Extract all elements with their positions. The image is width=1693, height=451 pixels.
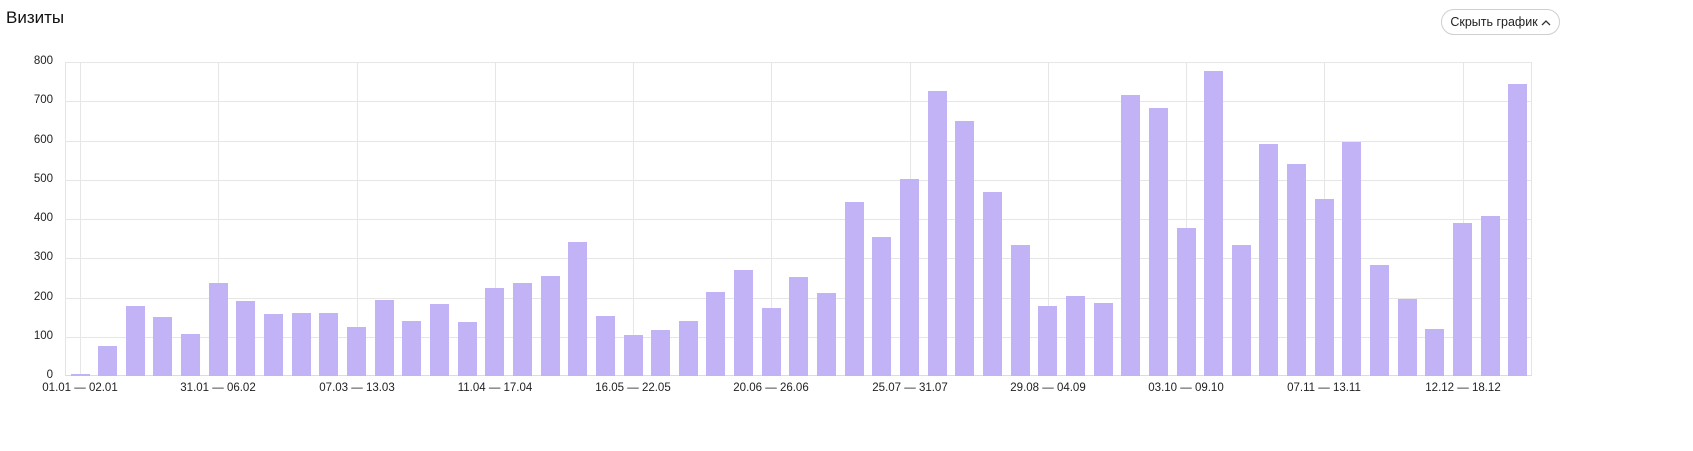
v-gridline <box>80 62 81 376</box>
chart-bar[interactable] <box>1342 142 1361 376</box>
chart-bar[interactable] <box>513 283 532 376</box>
v-gridline <box>633 62 634 376</box>
chart-bar[interactable] <box>541 276 560 376</box>
chart-bar[interactable] <box>900 179 919 376</box>
chart-bar[interactable] <box>955 121 974 376</box>
chart-bar[interactable] <box>1011 245 1030 376</box>
chart-bar[interactable] <box>1453 223 1472 376</box>
chart-bar[interactable] <box>624 335 643 376</box>
x-tick-label: 29.08 — 04.09 <box>1010 382 1086 394</box>
x-tick-label: 20.06 — 26.06 <box>733 382 809 394</box>
chart-bar[interactable] <box>1287 164 1306 376</box>
chart-bar[interactable] <box>872 237 891 376</box>
chart-bar[interactable] <box>817 293 836 376</box>
chart-bar[interactable] <box>789 277 808 376</box>
chart-bar[interactable] <box>126 306 145 376</box>
chevron-up-icon <box>1541 19 1551 26</box>
h-gridline <box>65 101 1532 102</box>
chart-bar[interactable] <box>1315 199 1334 376</box>
y-tick-label: 400 <box>33 212 53 224</box>
chart-bar[interactable] <box>485 288 504 376</box>
chart-bar[interactable] <box>1094 303 1113 376</box>
chart-bar[interactable] <box>347 327 366 376</box>
chart-bar[interactable] <box>1232 245 1251 376</box>
x-tick-label: 01.01 — 02.01 <box>42 382 118 394</box>
chart-bar[interactable] <box>1066 296 1085 376</box>
chart-bar[interactable] <box>375 300 394 376</box>
chart-bar[interactable] <box>1177 228 1196 376</box>
x-tick-label: 12.12 — 18.12 <box>1425 382 1501 394</box>
hide-chart-label: Скрыть график <box>1450 15 1538 29</box>
chart-bar[interactable] <box>430 304 449 376</box>
chart-bar[interactable] <box>153 317 172 376</box>
chart-bar[interactable] <box>458 322 477 376</box>
chart-bar[interactable] <box>1398 299 1417 376</box>
chart-bar[interactable] <box>1508 84 1527 376</box>
y-tick-label: 500 <box>33 173 53 185</box>
v-gridline <box>495 62 496 376</box>
chart-bar[interactable] <box>845 202 864 376</box>
x-tick-label: 16.05 — 22.05 <box>595 382 671 394</box>
chart-bar[interactable] <box>983 192 1002 376</box>
y-tick-label: 0 <box>46 369 53 381</box>
hide-chart-button[interactable]: Скрыть график <box>1441 9 1560 35</box>
v-gridline <box>1048 62 1049 376</box>
chart-bar[interactable] <box>928 91 947 376</box>
chart-bar[interactable] <box>1204 71 1223 376</box>
chart-bar[interactable] <box>236 301 255 376</box>
x-tick-label: 11.04 — 17.04 <box>457 382 533 394</box>
chart-bar[interactable] <box>1370 265 1389 376</box>
v-gridline <box>1186 62 1187 376</box>
h-gridline <box>65 180 1532 181</box>
y-tick-label: 800 <box>33 55 53 67</box>
y-tick-label: 100 <box>33 330 53 342</box>
y-tick-label: 300 <box>33 251 53 263</box>
chart-bar[interactable] <box>264 314 283 376</box>
y-tick-label: 200 <box>33 291 53 303</box>
h-gridline <box>65 62 1532 63</box>
chart-bar[interactable] <box>98 346 117 376</box>
h-gridline <box>65 219 1532 220</box>
chart-bar[interactable] <box>762 308 781 376</box>
chart-bar[interactable] <box>1259 144 1278 376</box>
chart-bar[interactable] <box>1149 108 1168 376</box>
chart-bar[interactable] <box>292 313 311 376</box>
chart-bar[interactable] <box>319 313 338 376</box>
h-gridline <box>65 258 1532 259</box>
chart-bar[interactable] <box>596 316 615 376</box>
x-tick-label: 25.07 — 31.07 <box>872 382 948 394</box>
chart-bar[interactable] <box>679 321 698 376</box>
h-gridline <box>65 141 1532 142</box>
chart-bar[interactable] <box>181 334 200 376</box>
chart-title: Визиты <box>6 8 65 27</box>
y-tick-label: 700 <box>33 94 53 106</box>
x-tick-label: 31.01 — 06.02 <box>180 382 256 394</box>
chart-bar[interactable] <box>651 330 670 376</box>
v-gridline <box>357 62 358 376</box>
chart-bar[interactable] <box>1121 95 1140 376</box>
v-gridline <box>1463 62 1464 376</box>
chart-bar[interactable] <box>706 292 725 376</box>
v-gridline <box>218 62 219 376</box>
chart-bar[interactable] <box>71 374 90 376</box>
chart-bar[interactable] <box>1425 329 1444 376</box>
chart-bar[interactable] <box>209 283 228 376</box>
x-tick-label: 07.03 — 13.03 <box>319 382 395 394</box>
y-tick-label: 600 <box>33 134 53 146</box>
v-gridline <box>771 62 772 376</box>
chart-bar[interactable] <box>734 270 753 376</box>
chart-bar[interactable] <box>1481 216 1500 376</box>
chart-bar[interactable] <box>1038 306 1057 376</box>
x-tick-label: 07.11 — 13.11 <box>1287 382 1361 394</box>
chart-bar[interactable] <box>402 321 421 376</box>
x-tick-label: 03.10 — 09.10 <box>1148 382 1224 394</box>
chart-bar[interactable] <box>568 242 587 376</box>
